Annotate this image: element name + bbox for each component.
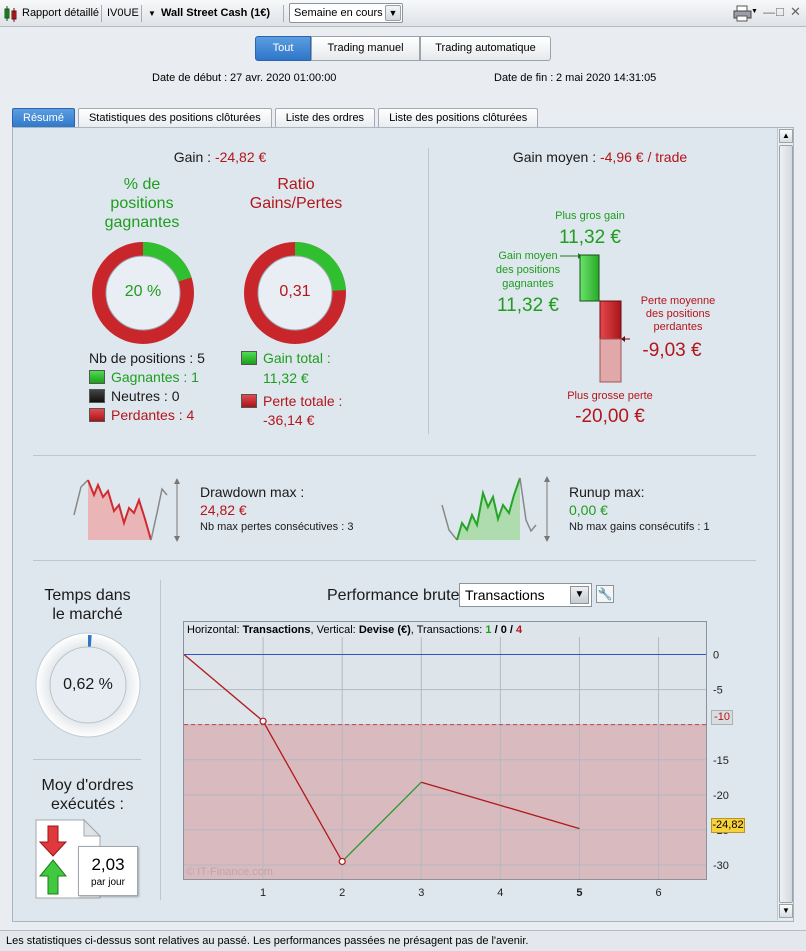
best-gain-label: Plus gros gain [555,210,625,222]
tab-closed-stats[interactable]: Statistiques des positions clôturées [77,108,272,128]
ratio-title: Ratio Gains/Pertes [249,176,343,212]
start-date-value: 27 avr. 2020 01:00:00 [230,72,337,84]
disclaimer-footer: Les statistiques ci-dessus sont relative… [0,930,806,951]
header-loss-count: 4 [516,624,523,636]
threshold-marker: -10 [711,710,733,725]
period-select[interactable]: Semaine en cours ▼ [289,3,403,23]
perf-title: Performance brute [327,587,460,604]
perf-select-value: Transactions [465,587,545,603]
avg-gain-value: -4,96 € / trade [599,149,688,165]
scroll-thumb[interactable] [779,145,793,903]
divider-vertical-bottom [160,580,161,900]
win-rate-value: 20 % [124,283,162,300]
end-date-label: Date de fin : [494,72,554,84]
loss-total-value: -36,14 € [263,412,315,428]
minimize-icon[interactable]: — [763,5,775,19]
gain-heading: Gain : -24,82 € [120,149,320,165]
gain-label: Gain : [173,149,212,165]
avg-win-value: 11,32 € [497,295,559,316]
chart-header: Horizontal: Transactions, Vertical: Devi… [187,624,523,636]
title-bar: Rapport détaillé IV0UE ▼ Wall Street Cas… [0,0,806,27]
perf-axis-select[interactable]: Transactions ▼ [459,583,592,607]
ratio-donut [244,242,346,344]
divider-horizontal-1 [33,455,756,456]
start-date-label: Date de début : [152,72,228,84]
current-value-marker: -24,82 [711,818,745,833]
period-value: Semaine en cours [294,7,383,19]
loss-total-label-row: Perte totale : [241,393,342,409]
drawdown-note: Nb max pertes consécutives : 3 [200,521,354,533]
runup-sparkline-icon [441,476,550,542]
gain-total-swatch [241,351,257,365]
divider-left-bottom [33,759,141,760]
chart-copyright: © IT-Finance.com [186,866,273,878]
avg-gain-heading: Gain moyen : -4,96 € / trade [470,149,730,165]
avg-gain-label: Gain moyen : [512,149,597,165]
win-rate-donut [92,242,194,344]
vertical-scrollbar[interactable]: ▲ ▼ [777,128,793,920]
scroll-down-icon[interactable]: ▼ [779,904,793,918]
best-gain-value: 11,32 € [559,227,621,248]
header-win-count: 1 [485,624,492,636]
scroll-up-icon[interactable]: ▲ [779,129,793,143]
chevron-down-icon[interactable]: ▼ [570,586,589,604]
win-rate-title: % de positions gagnantes [104,176,180,231]
legend-green-swatch [89,370,105,384]
divider-vertical-top [428,148,429,434]
loss-total-swatch [241,394,257,408]
tab-summary[interactable]: Résumé [12,108,75,128]
legend-winners: Gagnantes : 1 [89,369,199,385]
legend-losers: Perdantes : 4 [89,407,194,423]
gain-total-label-row: Gain total : [241,350,331,366]
chevron-down-icon[interactable]: ▼ [385,5,401,21]
avg-win-label: Gain moyen des positions gagnantes [495,250,561,290]
tab-orders[interactable]: Liste des ordres [274,108,376,128]
header-neutral-count: 0 [500,624,507,636]
close-icon[interactable]: ✕ [790,4,801,19]
account-id: IV0UE [107,7,139,19]
candlestick-icon [4,6,17,22]
runup-note: Nb max gains consécutifs : 1 [569,521,710,533]
gain-value: -24,82 € [214,149,267,165]
runup-title: Runup max: [569,484,645,500]
divider-horizontal-2 [33,560,756,561]
gain-total-value: 11,32 € [263,370,309,386]
perf-chart: Horizontal: Transactions, Vertical: Devi… [183,621,707,880]
wrench-icon[interactable]: 🔧 [596,585,614,603]
printer-dropdown-icon[interactable]: ▼ [751,8,758,15]
market-time-title: Temps dans le marché [44,587,131,623]
nb-positions: Nb de positions : 5 [89,350,205,366]
orders-value-box: 2,03 par jour [78,846,138,896]
drawdown-title: Drawdown max : [200,484,305,500]
orders-value: 2,03 [91,855,125,874]
tab-closed-positions[interactable]: Liste des positions clôturées [378,108,539,128]
mode-switch: Tout Trading manuel Trading automatique [255,36,551,61]
avg-loss-value: -9,03 € [642,340,702,361]
mode-all-button[interactable]: Tout [255,36,311,61]
tab-bar: Résumé Statistiques des positions clôtur… [12,108,541,128]
orders-title: Moy d'ordres exécutés : [41,777,134,813]
legend-neutral: Neutres : 0 [89,388,179,404]
runup-value: 0,00 € [569,502,608,518]
avg-gain-loss-bars [560,253,630,383]
market-time-donut [35,632,141,738]
drawdown-sparkline-icon [73,478,180,542]
report-title: Rapport détaillé [22,7,100,19]
instrument-dropdown-icon[interactable]: ▼ [148,9,156,18]
legend-black-swatch [89,389,105,403]
worst-loss-value: -20,00 € [575,406,645,427]
legend-red-swatch [89,408,105,422]
market-time-value: 0,62 % [63,676,113,693]
mode-auto-button[interactable]: Trading automatique [420,36,551,61]
ratio-value: 0,31 [279,283,311,300]
worst-loss-label: Plus grosse perte [567,390,653,402]
drawdown-value: 24,82 € [200,502,247,518]
printer-icon[interactable] [733,5,753,22]
instrument-name[interactable]: Wall Street Cash (1€) [161,7,271,19]
maximize-icon[interactable]: □ [776,4,784,19]
avg-loss-label: Perte moyenne des positions perdantes [640,295,716,333]
orders-unit: par jour [91,877,125,888]
mode-manual-button[interactable]: Trading manuel [311,36,420,61]
end-date-value: 2 mai 2020 14:31:05 [556,72,657,84]
